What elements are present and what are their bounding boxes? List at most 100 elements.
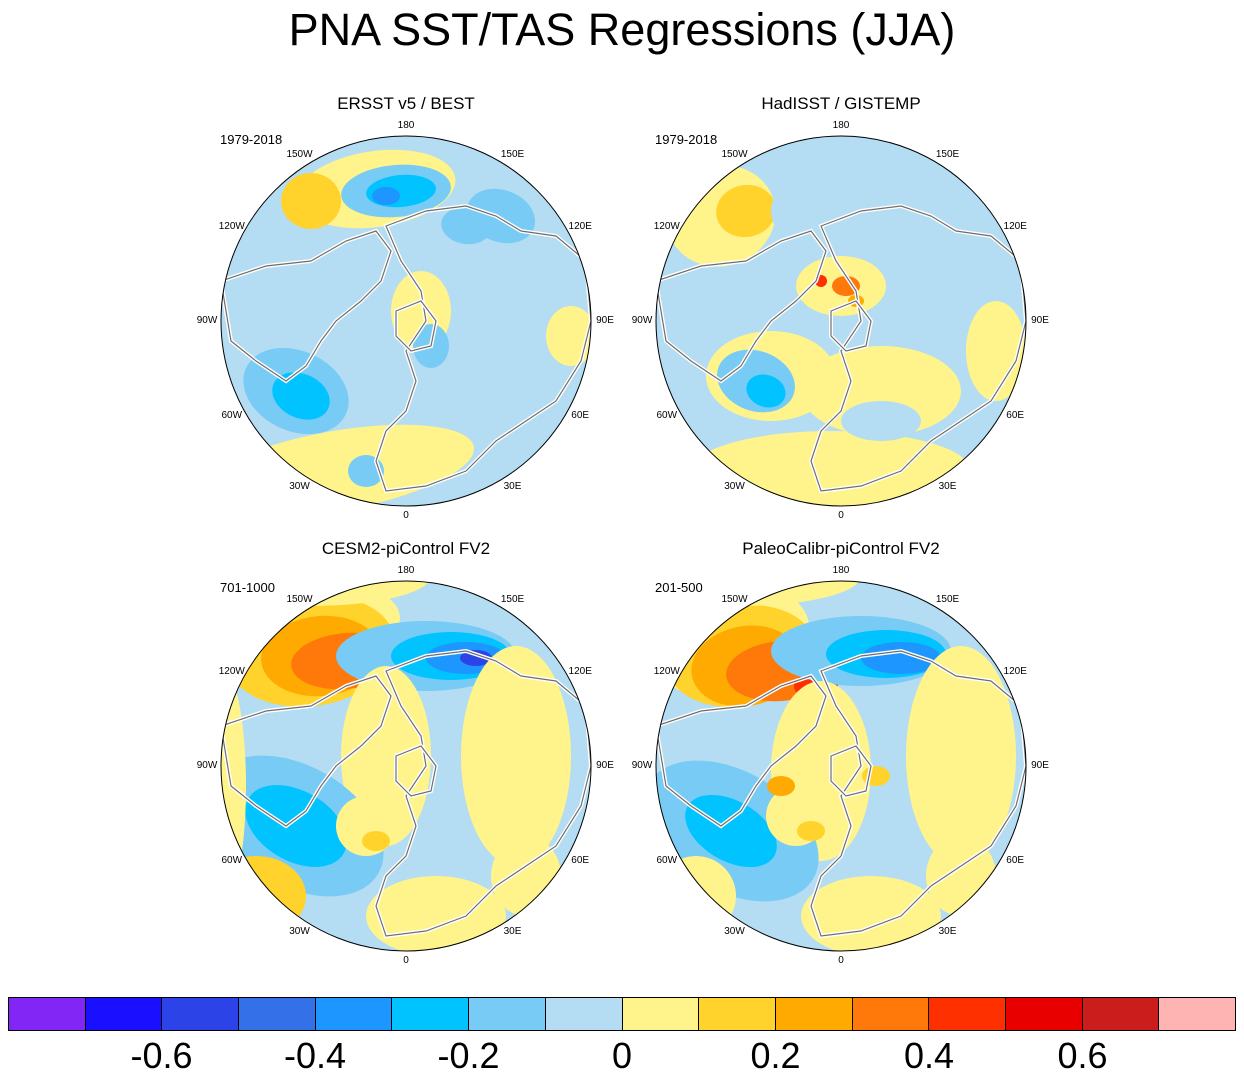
longitude-label: 90W xyxy=(631,315,653,326)
figure-title: PNA SST/TAS Regressions (JJA) xyxy=(288,4,956,55)
longitude-label: 120E xyxy=(1003,220,1027,232)
longitude-label: 120E xyxy=(568,220,592,232)
coastline xyxy=(656,675,827,827)
map-panel-paleocalibr-picontrol: PaleoCalibr-piControl FV2 201-500 180 150… xyxy=(632,539,1051,966)
polar-map xyxy=(655,580,1027,952)
longitude-label: 30E xyxy=(938,481,957,493)
colorbar-tick-label: 0.6 xyxy=(1057,1035,1108,1076)
coastline xyxy=(375,205,591,492)
coastline xyxy=(375,650,591,937)
colorbar-tick-label: 0 xyxy=(611,1035,633,1076)
longitude-label: 150E xyxy=(935,148,960,160)
coastline xyxy=(395,745,437,797)
longitude-label: 120W xyxy=(218,665,245,677)
anomaly-region xyxy=(461,646,571,866)
longitude-label: 180 xyxy=(397,565,415,576)
polar-map xyxy=(655,135,1027,507)
colorbar-box xyxy=(315,998,393,1030)
longitude-label: 90E xyxy=(596,315,614,326)
colorbar-box xyxy=(699,998,776,1030)
map-border xyxy=(220,135,592,507)
colorbar-tick-label: 0.4 xyxy=(903,1035,955,1076)
colorbar-box xyxy=(85,998,163,1030)
colorbar-box xyxy=(852,998,930,1030)
anomaly-region xyxy=(441,207,491,245)
map-border xyxy=(655,580,1027,952)
longitude-label: 90W xyxy=(631,760,653,771)
longitude-label: 0 xyxy=(838,510,844,521)
map-panel-ersst-best: ERSST v5 / BEST 1979-2018 180 150E 120E 90E… xyxy=(197,94,616,521)
longitude-label: 180 xyxy=(832,120,850,131)
anomaly-region xyxy=(966,301,1026,401)
longitude-label: 60W xyxy=(656,409,678,421)
coastline xyxy=(656,230,827,382)
longitude-label: 60E xyxy=(1006,409,1025,421)
colorbar-box xyxy=(775,998,853,1030)
longitude-label: 180 xyxy=(832,565,850,576)
longitude-label: 150W xyxy=(286,593,313,605)
anomaly-region xyxy=(767,776,795,796)
longitude-label: 120E xyxy=(568,665,592,677)
longitude-label: 180 xyxy=(397,120,415,131)
anomaly-region xyxy=(771,171,871,251)
longitude-label: 30W xyxy=(724,926,745,938)
anomaly-region xyxy=(797,821,825,841)
longitude-label: 90W xyxy=(196,315,218,326)
panel-title: ERSST v5 / BEST xyxy=(337,94,475,113)
longitude-label: 90W xyxy=(196,760,218,771)
colorbar-tick-label: 0.2 xyxy=(750,1035,801,1076)
longitude-label: 90E xyxy=(1031,760,1049,771)
polar-map xyxy=(220,580,592,952)
anomaly-region xyxy=(716,184,776,238)
anomaly-region xyxy=(281,173,341,229)
map-border xyxy=(220,580,592,952)
coastline xyxy=(830,745,872,797)
anomaly-region xyxy=(245,785,347,867)
longitude-label: 120W xyxy=(653,220,680,232)
panel-title: HadISST / GISTEMP xyxy=(761,94,921,113)
longitude-label: 150W xyxy=(721,593,748,605)
anomaly-region xyxy=(221,856,306,936)
colorbar-box xyxy=(545,998,623,1030)
anomaly-region xyxy=(801,876,941,951)
colorbar-tick-label: -0.6 xyxy=(130,1035,193,1076)
longitude-label: 30E xyxy=(938,926,957,938)
longitude-label: 0 xyxy=(403,510,409,521)
panel-period: 701-1000 xyxy=(220,580,275,595)
anomaly-region xyxy=(460,650,492,666)
colorbar-box xyxy=(622,998,700,1030)
longitude-label: 60W xyxy=(656,854,678,866)
longitude-label: 150W xyxy=(286,148,313,160)
coastline xyxy=(221,675,392,827)
map-panel-cesm2-picontrol: CESM2-piControl FV2 701-1000 180 150E 120E… xyxy=(197,539,616,966)
anomaly-region xyxy=(366,876,506,951)
anomaly-region xyxy=(272,372,330,420)
map-border xyxy=(655,135,1027,507)
longitude-label: 150W xyxy=(721,148,748,160)
anomaly-region xyxy=(906,646,1016,866)
anomaly-region xyxy=(221,666,246,906)
longitude-label: 150E xyxy=(500,593,525,605)
longitude-label: 30E xyxy=(503,481,522,493)
longitude-label: 60E xyxy=(571,854,590,866)
colorbar-box xyxy=(1005,998,1083,1030)
anomaly-region xyxy=(362,831,390,851)
anomaly-region xyxy=(221,896,281,946)
longitude-label: 60W xyxy=(221,854,243,866)
longitude-label: 30W xyxy=(289,926,310,938)
colorbar-tick-label: -0.2 xyxy=(437,1035,500,1076)
colorbar-box xyxy=(1159,998,1235,1030)
colorbar-box xyxy=(929,998,1006,1030)
coastline xyxy=(395,300,437,352)
coastline xyxy=(810,205,1026,492)
polar-map xyxy=(220,135,592,507)
longitude-label: 120W xyxy=(218,220,245,232)
coastline xyxy=(810,650,1026,937)
anomaly-region xyxy=(841,401,921,441)
anomaly-region xyxy=(746,374,786,408)
colorbar-box xyxy=(162,998,240,1030)
longitude-label: 30W xyxy=(289,481,310,493)
longitude-label: 150E xyxy=(935,593,960,605)
longitude-label: 60E xyxy=(1006,854,1025,866)
coastline xyxy=(830,300,872,352)
